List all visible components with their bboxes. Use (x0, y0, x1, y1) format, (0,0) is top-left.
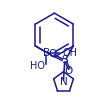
Text: O: O (48, 49, 57, 59)
Text: O: O (65, 66, 73, 76)
Text: B: B (43, 48, 50, 58)
Text: OH: OH (62, 48, 77, 58)
Text: HO: HO (30, 61, 45, 71)
Text: S: S (61, 55, 68, 65)
Text: N: N (60, 77, 67, 87)
